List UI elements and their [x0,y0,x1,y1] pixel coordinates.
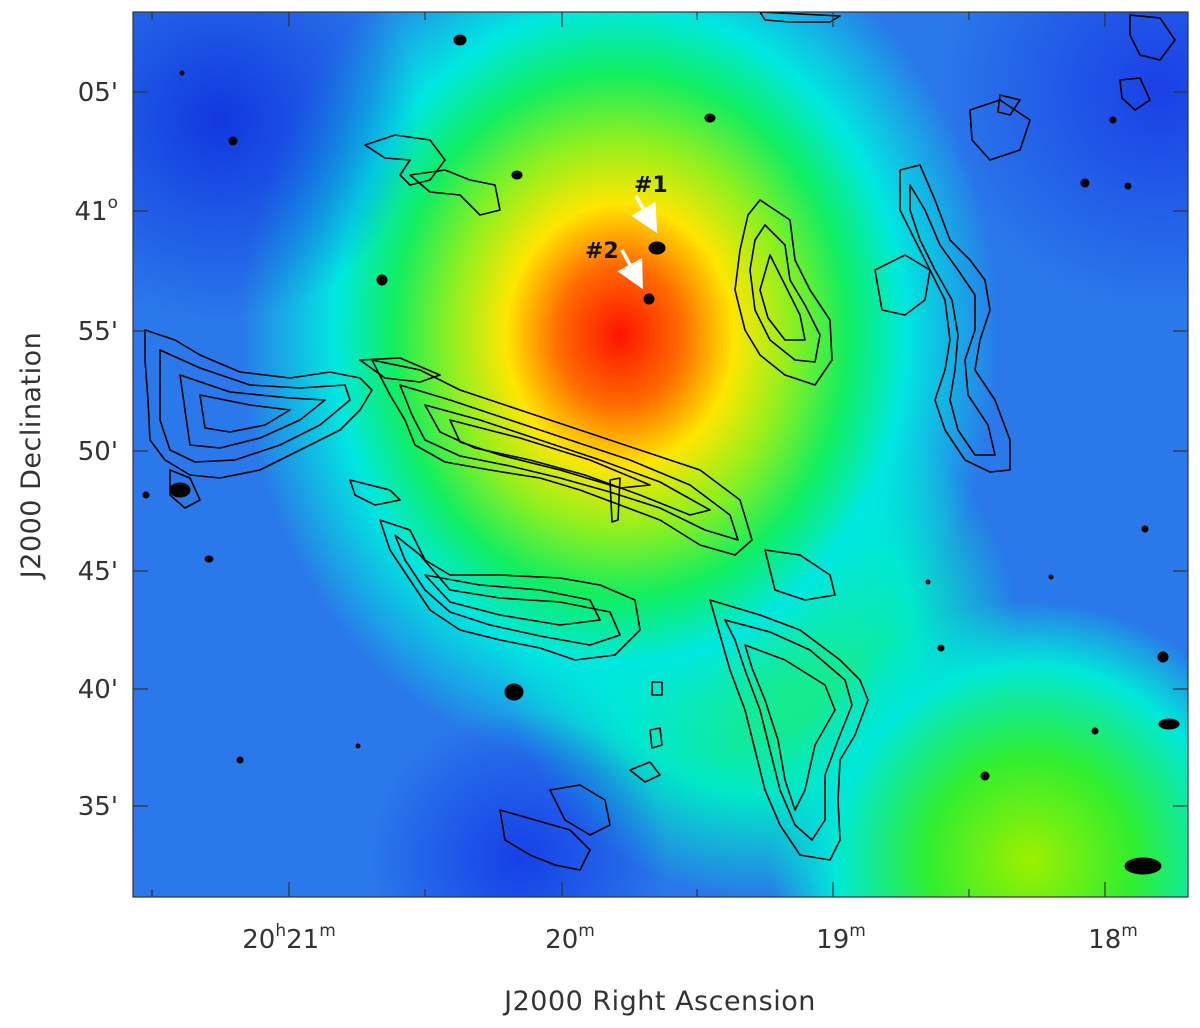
contour-overlay [144,12,1176,871]
source-2-icon [643,293,655,305]
y-tick-label: 50' [78,437,118,467]
x-tick-label: 18m [1088,921,1138,955]
x-axis-title: J2000 Right Ascension [502,986,816,1017]
y-tick-label: 35' [78,792,118,822]
arrow-2-icon [617,249,643,290]
y-tick-label: 40' [78,675,118,705]
map-background [133,12,1188,897]
x-tick-label: 19m [816,921,866,955]
y-tick-label: 55' [78,317,118,347]
point-sources [142,34,1180,875]
y-tick-label: 05' [78,78,118,108]
y-tick-labels: 05' 41o 55' 50' 45' 40' 35' [75,78,119,822]
arrow-1-icon [631,195,658,234]
y-tick-label: 45' [78,557,118,587]
x-tick-label: 20h21m [242,921,336,955]
marker-arrows [617,195,658,290]
plot-frame [132,11,1189,898]
x-tick-label: 20m [545,921,595,955]
y-tick-label: 41o [75,193,119,227]
tick-marks [133,12,1188,897]
x-tick-labels: 20h21m 20m 19m 18m [242,921,1138,955]
source-1-icon [648,241,666,255]
y-axis-title: J2000 Declination [16,332,47,580]
marker-label-1: #1 [634,173,668,198]
marker-label-2: #2 [585,239,619,264]
